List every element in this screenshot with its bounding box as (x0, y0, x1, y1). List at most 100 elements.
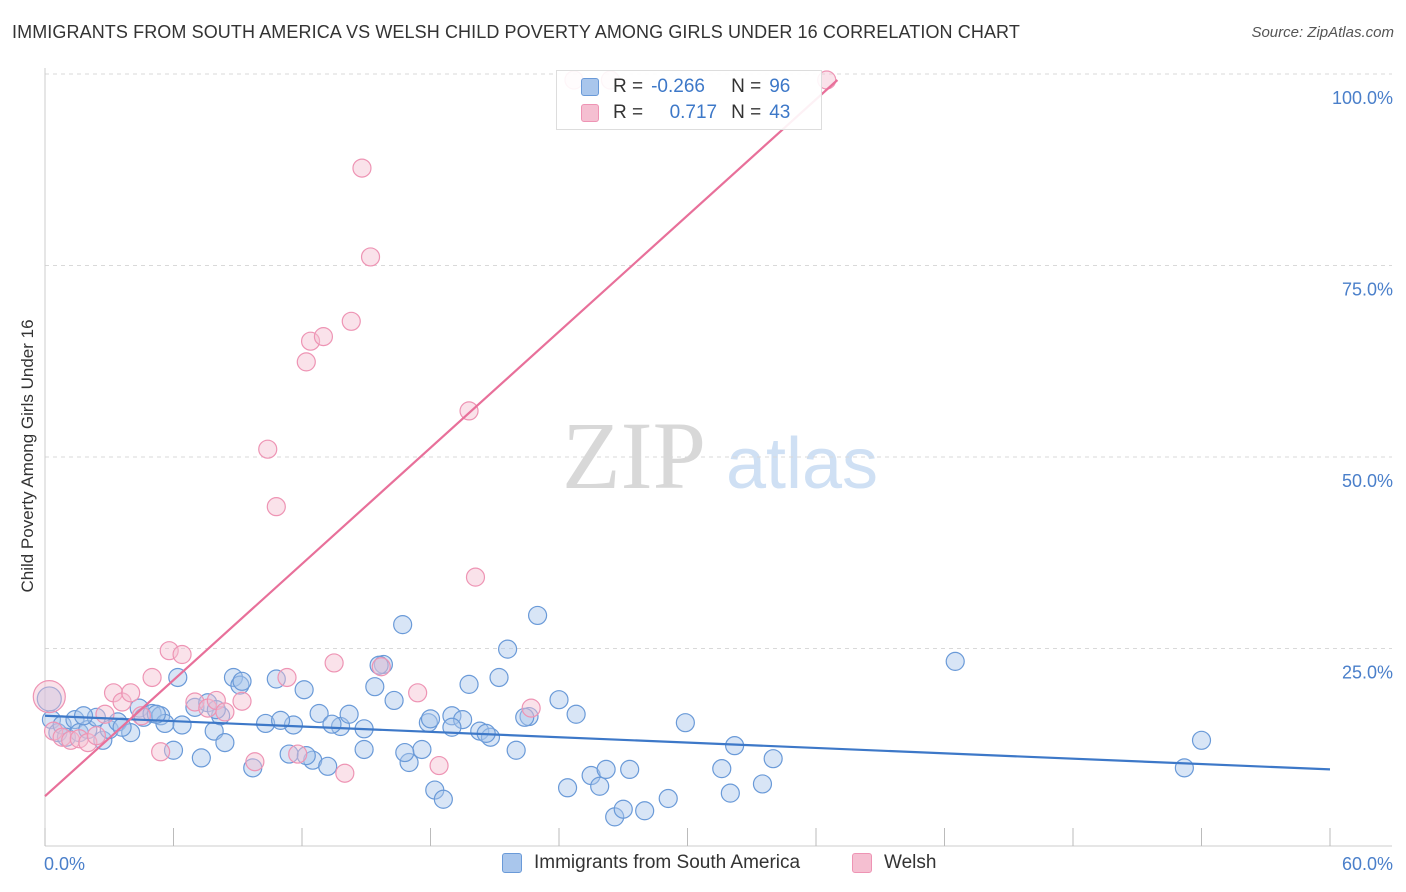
data-point-immigrants (172, 715, 192, 735)
data-point-welsh (172, 644, 192, 665)
data-point-immigrants (339, 704, 359, 724)
series-legend-welsh[interactable]: Welsh (852, 852, 936, 874)
data-point-welsh (215, 702, 235, 722)
data-point-immigrants (1174, 758, 1194, 778)
chart-title: IMMIGRANTS FROM SOUTH AMERICA VS WELSH C… (12, 22, 1020, 42)
data-point-immigrants (720, 783, 740, 803)
legend-n-value: 96 (769, 76, 791, 97)
data-point-welsh (341, 311, 361, 331)
data-point-welsh (288, 744, 308, 764)
data-point-immigrants (675, 713, 695, 733)
data-point-immigrants (232, 671, 252, 691)
data-point-immigrants (420, 709, 441, 729)
data-point-immigrants (322, 714, 342, 734)
data-point-welsh (258, 439, 278, 459)
series-legend-label: Welsh (884, 852, 937, 873)
correlation-legend: R = -0.266 N = 96 R = 0.717 N = 43 (556, 70, 822, 130)
data-point-welsh (159, 641, 179, 661)
data-point-immigrants (566, 704, 586, 724)
data-point-immigrants (453, 710, 473, 730)
data-point-welsh (277, 667, 297, 688)
data-point-immigrants (596, 759, 616, 780)
data-point-welsh (95, 704, 115, 724)
data-point-immigrants (945, 651, 965, 671)
trend-line-welsh (44, 79, 839, 798)
data-point-immigrants (384, 690, 404, 711)
data-point-immigrants (635, 801, 655, 821)
data-point-welsh (324, 653, 344, 673)
data-point-welsh (266, 497, 286, 517)
data-point-welsh (121, 683, 141, 703)
data-point-welsh (32, 680, 66, 714)
series-legend-swatch-pink (852, 853, 872, 873)
data-point-immigrants (433, 789, 453, 809)
data-point-immigrants (399, 752, 419, 773)
grid (45, 73, 1392, 649)
data-point-immigrants (412, 739, 432, 760)
data-point-welsh (408, 683, 428, 703)
data-point-welsh (313, 327, 334, 347)
data-point-welsh (232, 691, 252, 711)
data-point-immigrants (489, 667, 509, 688)
data-point-welsh (371, 657, 391, 677)
data-point-welsh (296, 352, 316, 372)
x-tick-label-max: 60.0% (1342, 854, 1393, 874)
legend-swatch-pink (581, 104, 599, 122)
data-point-immigrants (613, 799, 633, 819)
data-point-immigrants (459, 674, 479, 694)
series-welsh (32, 70, 837, 783)
data-point-welsh (86, 726, 107, 746)
data-point-immigrants (129, 698, 149, 718)
series-legend-swatch-blue (502, 853, 522, 873)
series-legend-immigrants[interactable]: Immigrants from South America (502, 852, 800, 874)
data-point-immigrants (498, 639, 518, 659)
series-legend-label: Immigrants from South America (534, 852, 801, 873)
data-point-immigrants (506, 740, 526, 760)
data-point-immigrants (395, 742, 415, 763)
data-point-welsh (352, 158, 372, 178)
series-immigrants-south-america (36, 605, 1212, 827)
data-point-immigrants (393, 615, 413, 635)
data-point-welsh (521, 698, 541, 718)
data-point-immigrants (215, 732, 235, 753)
data-point-immigrants (354, 739, 374, 760)
trend-line-immigrants (44, 714, 1331, 771)
trend-lines (44, 79, 1331, 798)
legend-row-welsh: R = 0.717 N = 43 (581, 101, 790, 125)
data-point-welsh (300, 331, 321, 351)
data-point-immigrants (73, 706, 94, 726)
watermark-zip: ZIP (562, 402, 706, 509)
data-point-welsh (360, 247, 381, 267)
y-tick-label: 75.0% (1342, 280, 1393, 300)
data-point-welsh (465, 567, 486, 587)
data-point-immigrants (365, 677, 385, 697)
data-point-immigrants (294, 680, 314, 700)
tick-labels: 100.0% 75.0% 50.0% 25.0% 0.0% 60.0% (44, 88, 1393, 874)
data-point-immigrants (557, 778, 578, 798)
data-point-immigrants (620, 759, 640, 780)
data-point-immigrants (309, 703, 329, 724)
data-point-immigrants (658, 788, 678, 809)
data-point-welsh (245, 752, 265, 772)
legend-swatch-blue (581, 78, 599, 96)
data-point-immigrants (712, 759, 732, 779)
data-point-welsh (142, 667, 162, 688)
legend-r-label: R = (613, 102, 644, 123)
y-tick-label: 100.0% (1332, 88, 1393, 108)
data-point-immigrants (318, 756, 338, 776)
data-point-welsh (459, 401, 479, 421)
legend-row-immigrants: R = -0.266 N = 96 (581, 75, 790, 99)
data-point-immigrants (1191, 730, 1212, 750)
data-point-immigrants (549, 690, 569, 710)
x-tick-label-min: 0.0% (44, 854, 85, 874)
data-point-immigrants (255, 713, 276, 734)
legend-n-label: N = (731, 102, 762, 123)
series-legend: Immigrants from South America Welsh (0, 852, 1406, 878)
data-point-welsh (429, 755, 449, 776)
legend-r-label: R = (613, 76, 644, 97)
source-note: Source: ZipAtlas.com (1251, 24, 1394, 41)
y-tick-label: 50.0% (1342, 471, 1393, 491)
data-point-immigrants (191, 748, 211, 768)
data-point-immigrants (752, 774, 773, 794)
